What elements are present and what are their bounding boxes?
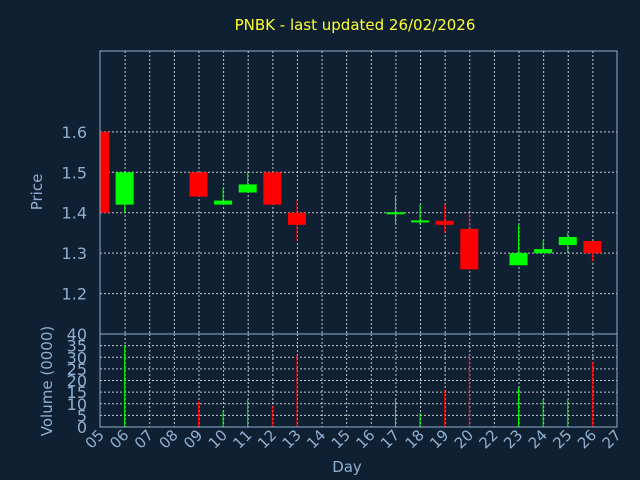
volume-tick-label: 15 bbox=[67, 383, 87, 402]
x-tick-label: 14 bbox=[303, 426, 329, 452]
x-tick-label: 23 bbox=[500, 426, 526, 452]
x-tick-label: 26 bbox=[574, 426, 600, 452]
volume-tick-label: 0 bbox=[77, 418, 87, 437]
candle-body bbox=[214, 200, 233, 205]
price-tick-label: 1.2 bbox=[62, 285, 87, 304]
x-tick-label: 19 bbox=[426, 426, 452, 452]
x-tick-label: 08 bbox=[155, 426, 181, 452]
x-tick-label: 10 bbox=[205, 426, 231, 452]
volume-tick-label: 20 bbox=[67, 372, 87, 391]
price-grid bbox=[100, 51, 617, 334]
candle-body bbox=[115, 172, 134, 205]
x-tick-label: 24 bbox=[525, 426, 551, 452]
volume-tick-label: 40 bbox=[67, 325, 87, 344]
price-tick-label: 1.3 bbox=[62, 244, 87, 263]
x-tick-label: 13 bbox=[279, 426, 305, 452]
candle-body bbox=[435, 220, 454, 225]
volume-tick-label: 25 bbox=[67, 360, 87, 379]
volume-tick-label: 35 bbox=[67, 337, 87, 356]
x-tick-label: 22 bbox=[476, 426, 502, 452]
candle-body bbox=[100, 131, 109, 213]
volume-grid bbox=[100, 334, 617, 427]
x-tick-label: 15 bbox=[328, 426, 354, 452]
candles bbox=[99, 131, 602, 270]
volume-axis-label: Volume (0000) bbox=[38, 326, 56, 436]
volume-bars bbox=[124, 345, 593, 427]
candle-body bbox=[411, 220, 430, 223]
volume-tick-label: 10 bbox=[67, 395, 87, 414]
x-tick-label: 20 bbox=[451, 426, 477, 452]
x-tick-labels: 0506070809101112131415161718192022232425… bbox=[82, 426, 625, 452]
x-tick-label: 25 bbox=[549, 426, 575, 452]
x-tick-label: 18 bbox=[402, 426, 428, 452]
volume-tick-label: 5 bbox=[77, 406, 87, 425]
candle-body bbox=[386, 212, 405, 215]
candle-body bbox=[460, 228, 479, 270]
x-tick-label: 11 bbox=[229, 426, 255, 452]
x-tick-label: 12 bbox=[254, 426, 280, 452]
candle-body bbox=[558, 236, 577, 246]
price-axis-label: Price bbox=[28, 174, 46, 211]
volume-tick-label: 30 bbox=[67, 348, 87, 367]
x-tick-label: 09 bbox=[180, 426, 206, 452]
chart-title: PNBK - last updated 26/02/2026 bbox=[235, 16, 476, 34]
volume-panel-frame bbox=[99, 333, 618, 428]
candle-body bbox=[509, 253, 528, 266]
x-tick-label: 27 bbox=[599, 426, 625, 452]
price-tick-label: 1.4 bbox=[62, 204, 87, 223]
candle-body bbox=[189, 172, 208, 197]
price-tick-label: 1.5 bbox=[62, 163, 87, 182]
candle-body bbox=[287, 212, 306, 225]
candle-body bbox=[238, 184, 257, 193]
price-panel-frame bbox=[99, 50, 618, 335]
price-tick-labels: 1.2 1.3 1.4 1.5 1.6 bbox=[62, 123, 87, 304]
candle-body bbox=[534, 249, 553, 254]
x-tick-label: 17 bbox=[377, 426, 403, 452]
x-tick-label: 07 bbox=[131, 426, 157, 452]
x-axis-label: Day bbox=[332, 458, 362, 476]
price-tick-label: 1.6 bbox=[62, 123, 87, 142]
candle-body bbox=[583, 241, 602, 254]
x-tick-label: 16 bbox=[352, 426, 378, 452]
candle-body bbox=[263, 172, 282, 205]
x-tick-label: 06 bbox=[106, 426, 132, 452]
